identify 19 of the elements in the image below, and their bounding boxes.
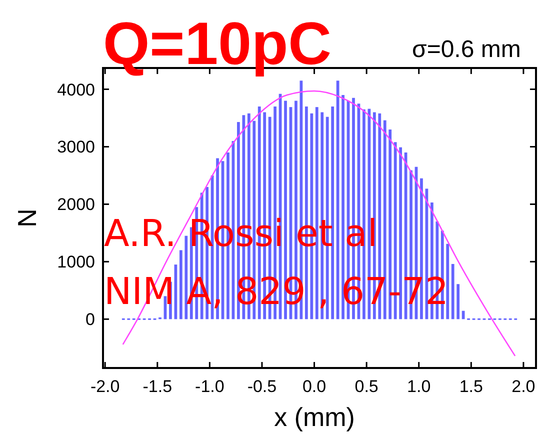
- x-tick-label: -1.5: [142, 377, 172, 396]
- y-axis-title: N: [12, 208, 42, 228]
- x-tick-label: -0.5: [247, 377, 277, 396]
- x-tick-label: 1.0: [407, 377, 431, 396]
- y-tick-label: 3000: [57, 138, 95, 157]
- y-tick-label: 2000: [57, 195, 95, 214]
- y-tick-label: 1000: [57, 252, 95, 272]
- x-tick-label: 0.0: [302, 377, 326, 396]
- x-tick-label: 0.5: [354, 377, 378, 396]
- x-axis-title: x (mm): [274, 402, 355, 432]
- annotation: A.R. Rossi et al: [104, 212, 378, 255]
- y-tick-label: 0: [86, 310, 95, 330]
- x-tick-label: 2.0: [512, 377, 536, 396]
- x-tick-label: -2.0: [90, 377, 120, 396]
- y-tick-label: 4000: [57, 80, 95, 100]
- chart-subtitle: σ=0.6 mm: [412, 36, 521, 63]
- chart-title: Q=10pC: [103, 10, 332, 77]
- x-tick-label: -1.0: [195, 377, 224, 396]
- x-tick-label: 1.5: [459, 377, 483, 396]
